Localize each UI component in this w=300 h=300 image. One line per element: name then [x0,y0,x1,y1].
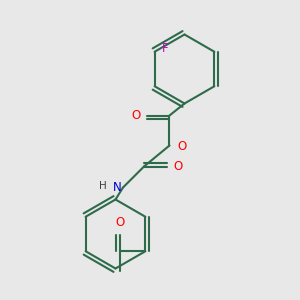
Text: O: O [173,160,183,173]
Text: F: F [162,42,169,55]
Text: N: N [113,181,122,194]
Text: O: O [177,140,186,154]
Text: O: O [115,216,124,229]
Text: O: O [131,109,140,122]
Text: H: H [99,181,106,191]
